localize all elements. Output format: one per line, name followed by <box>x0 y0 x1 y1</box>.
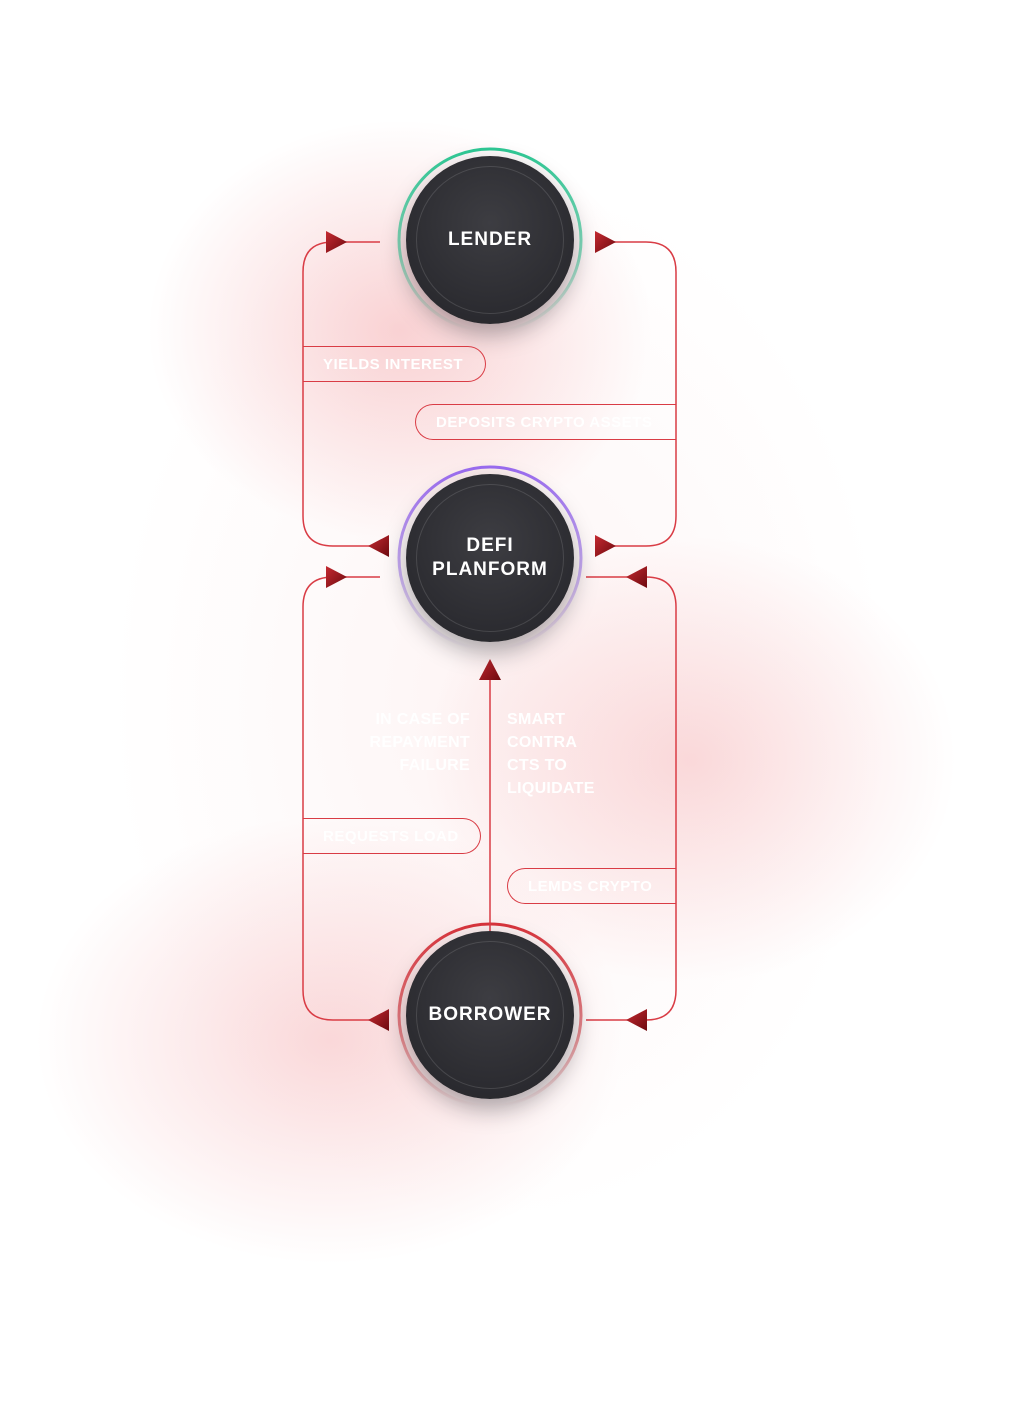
smart-contracts-line-4: LIQUIDATE <box>507 780 595 797</box>
arrow-platform-in-left <box>368 535 389 557</box>
repayment-failure-note: IN CASE OF REPAYMENT FAILURE <box>350 708 470 777</box>
yields-interest-path <box>302 241 380 547</box>
smart-contracts-line-3: CTS TO <box>507 757 568 774</box>
repayment-failure-line-2: REPAYMENT <box>369 734 470 751</box>
deposits-crypto-label: DEPOSITS CRYPTO ASSETS <box>415 404 676 440</box>
arrow-borrower-left <box>368 1009 389 1031</box>
arrow-borrower-right <box>626 1009 647 1031</box>
arrow-platform-out-right <box>626 566 647 588</box>
deposits-path <box>600 241 677 547</box>
requests-load-path <box>302 576 380 1021</box>
platform-line-1: DEFI <box>466 535 514 556</box>
smart-contracts-note: SMART CONTRA CTS TO LIQUIDATE <box>507 708 617 800</box>
borrower-label: BORROWER <box>428 1004 552 1025</box>
arrow-platform-out-left <box>326 566 347 588</box>
smart-contracts-line-1: SMART <box>507 711 566 728</box>
lender-label: LENDER <box>447 229 533 250</box>
platform-ring <box>397 465 583 651</box>
arrow-center-up <box>479 659 501 680</box>
platform-line-2: PLANFORM <box>432 559 548 580</box>
borrower-node: BORROWER <box>406 931 574 1099</box>
repayment-failure-line-1: IN CASE OF <box>375 711 470 728</box>
lemds-crypto-label: LEMDS CRYPTO <box>507 868 676 904</box>
requests-load-label: REQUESTS LOAD <box>303 818 481 854</box>
yields-interest-label: YIELDS INTEREST <box>303 346 486 382</box>
defi-platform-node: DEFI PLANFORM <box>406 474 574 642</box>
smart-contracts-line-2: CONTRA <box>507 734 578 751</box>
lender-node: LENDER <box>406 156 574 324</box>
arrow-lender-right <box>595 231 616 253</box>
defi-platform-label: DEFI PLANFORM <box>432 534 548 582</box>
arrow-platform-in-right <box>595 535 616 557</box>
lender-ring <box>397 147 583 333</box>
arrow-lender-left <box>326 231 347 253</box>
lends-crypto-path <box>586 576 677 1021</box>
repayment-failure-line-3: FAILURE <box>399 757 470 774</box>
